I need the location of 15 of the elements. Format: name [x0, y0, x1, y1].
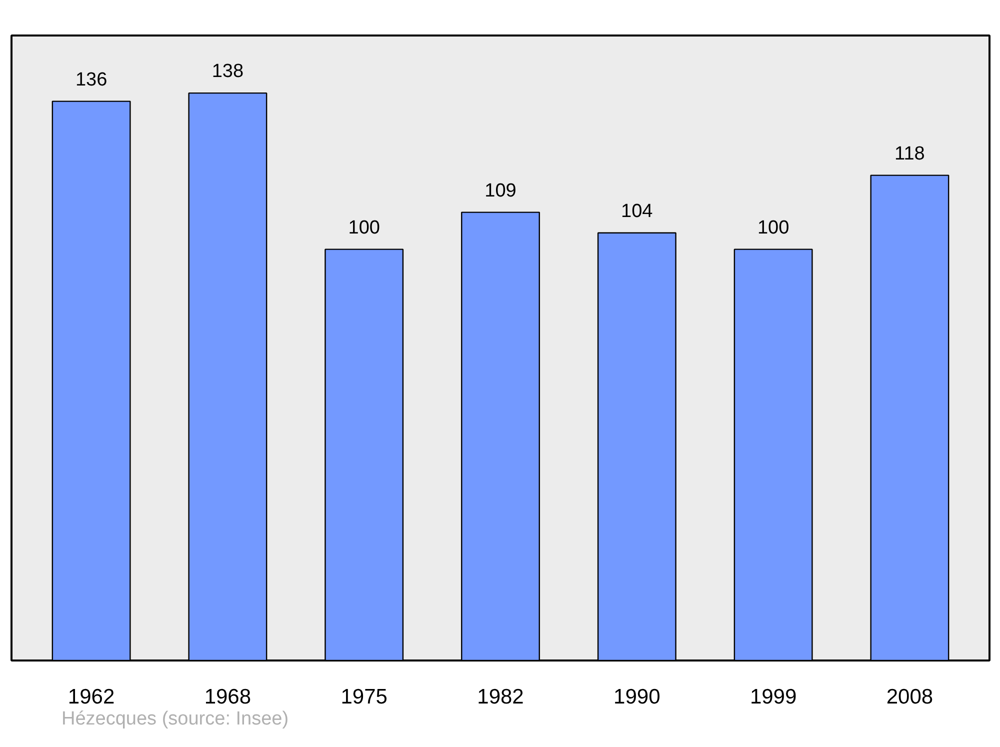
x-tick-label: 1999 [750, 686, 797, 708]
data-label: 104 [621, 200, 654, 222]
data-label: 138 [212, 61, 244, 82]
x-tick-label: 1975 [340, 686, 388, 708]
x-tick-label: 1982 [477, 686, 524, 708]
text: Hézecques (source: Insee) [62, 708, 289, 730]
x-tick-label: 1968 [204, 686, 252, 708]
x-tick-label: 2008 [886, 686, 934, 708]
data-label: 100 [348, 217, 380, 238]
data-label: 118 [894, 143, 925, 164]
data-label: 136 [75, 69, 108, 90]
data-label: 109 [484, 180, 516, 202]
x-tick-label: 1990 [614, 686, 660, 708]
x-tick-label: 1962 [68, 686, 115, 708]
data-label: 100 [757, 217, 790, 238]
